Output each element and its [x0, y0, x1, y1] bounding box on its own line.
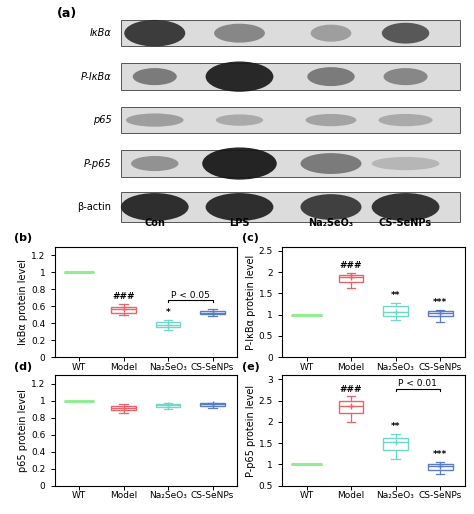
Text: ###: ### [340, 384, 362, 394]
Ellipse shape [301, 194, 362, 220]
Text: Na₂SeO₃: Na₂SeO₃ [309, 217, 354, 228]
Text: P < 0.05: P < 0.05 [171, 291, 210, 300]
FancyBboxPatch shape [121, 192, 460, 222]
Ellipse shape [378, 114, 433, 126]
Y-axis label: p65 protein level: p65 protein level [18, 389, 28, 472]
Text: p65: p65 [92, 115, 111, 125]
Ellipse shape [206, 193, 273, 221]
Text: **: ** [391, 291, 400, 301]
Ellipse shape [124, 20, 185, 46]
Ellipse shape [202, 148, 277, 179]
Text: (b): (b) [14, 233, 33, 244]
Ellipse shape [383, 68, 428, 85]
Y-axis label: P-p65 protein level: P-p65 protein level [246, 384, 256, 476]
Ellipse shape [216, 115, 263, 126]
Ellipse shape [307, 67, 355, 86]
FancyBboxPatch shape [121, 107, 460, 133]
Ellipse shape [126, 114, 183, 127]
FancyBboxPatch shape [121, 151, 460, 177]
Text: CS-SeNPs: CS-SeNPs [379, 217, 432, 228]
Text: (a): (a) [57, 7, 77, 20]
Text: P-IκBα: P-IκBα [81, 71, 111, 82]
Text: ***: *** [433, 298, 447, 307]
Ellipse shape [372, 157, 439, 170]
Text: P < 0.01: P < 0.01 [398, 379, 437, 388]
Text: (c): (c) [242, 233, 259, 244]
Text: P-p65: P-p65 [84, 158, 111, 169]
Y-axis label: IκBα protein level: IκBα protein level [18, 259, 28, 345]
Text: IκBα: IκBα [90, 28, 111, 38]
Ellipse shape [121, 193, 189, 221]
Ellipse shape [382, 23, 429, 44]
Text: *: * [165, 308, 170, 317]
Text: ###: ### [340, 261, 362, 270]
Ellipse shape [133, 68, 177, 85]
Text: **: ** [391, 422, 400, 431]
FancyBboxPatch shape [121, 63, 460, 90]
Text: ###: ### [112, 292, 135, 301]
Y-axis label: P-IκBα protein level: P-IκBα protein level [246, 254, 256, 350]
Text: (e): (e) [242, 362, 260, 372]
Ellipse shape [214, 24, 265, 43]
Text: (d): (d) [14, 362, 33, 372]
Ellipse shape [310, 25, 351, 42]
Ellipse shape [306, 114, 356, 126]
Ellipse shape [301, 153, 362, 174]
Text: Con: Con [144, 217, 165, 228]
Text: ***: *** [433, 450, 447, 458]
Text: LPS: LPS [229, 217, 250, 228]
Text: β-actin: β-actin [77, 202, 111, 212]
Ellipse shape [372, 193, 439, 221]
Ellipse shape [206, 62, 273, 92]
FancyBboxPatch shape [121, 20, 460, 46]
Ellipse shape [131, 156, 179, 171]
